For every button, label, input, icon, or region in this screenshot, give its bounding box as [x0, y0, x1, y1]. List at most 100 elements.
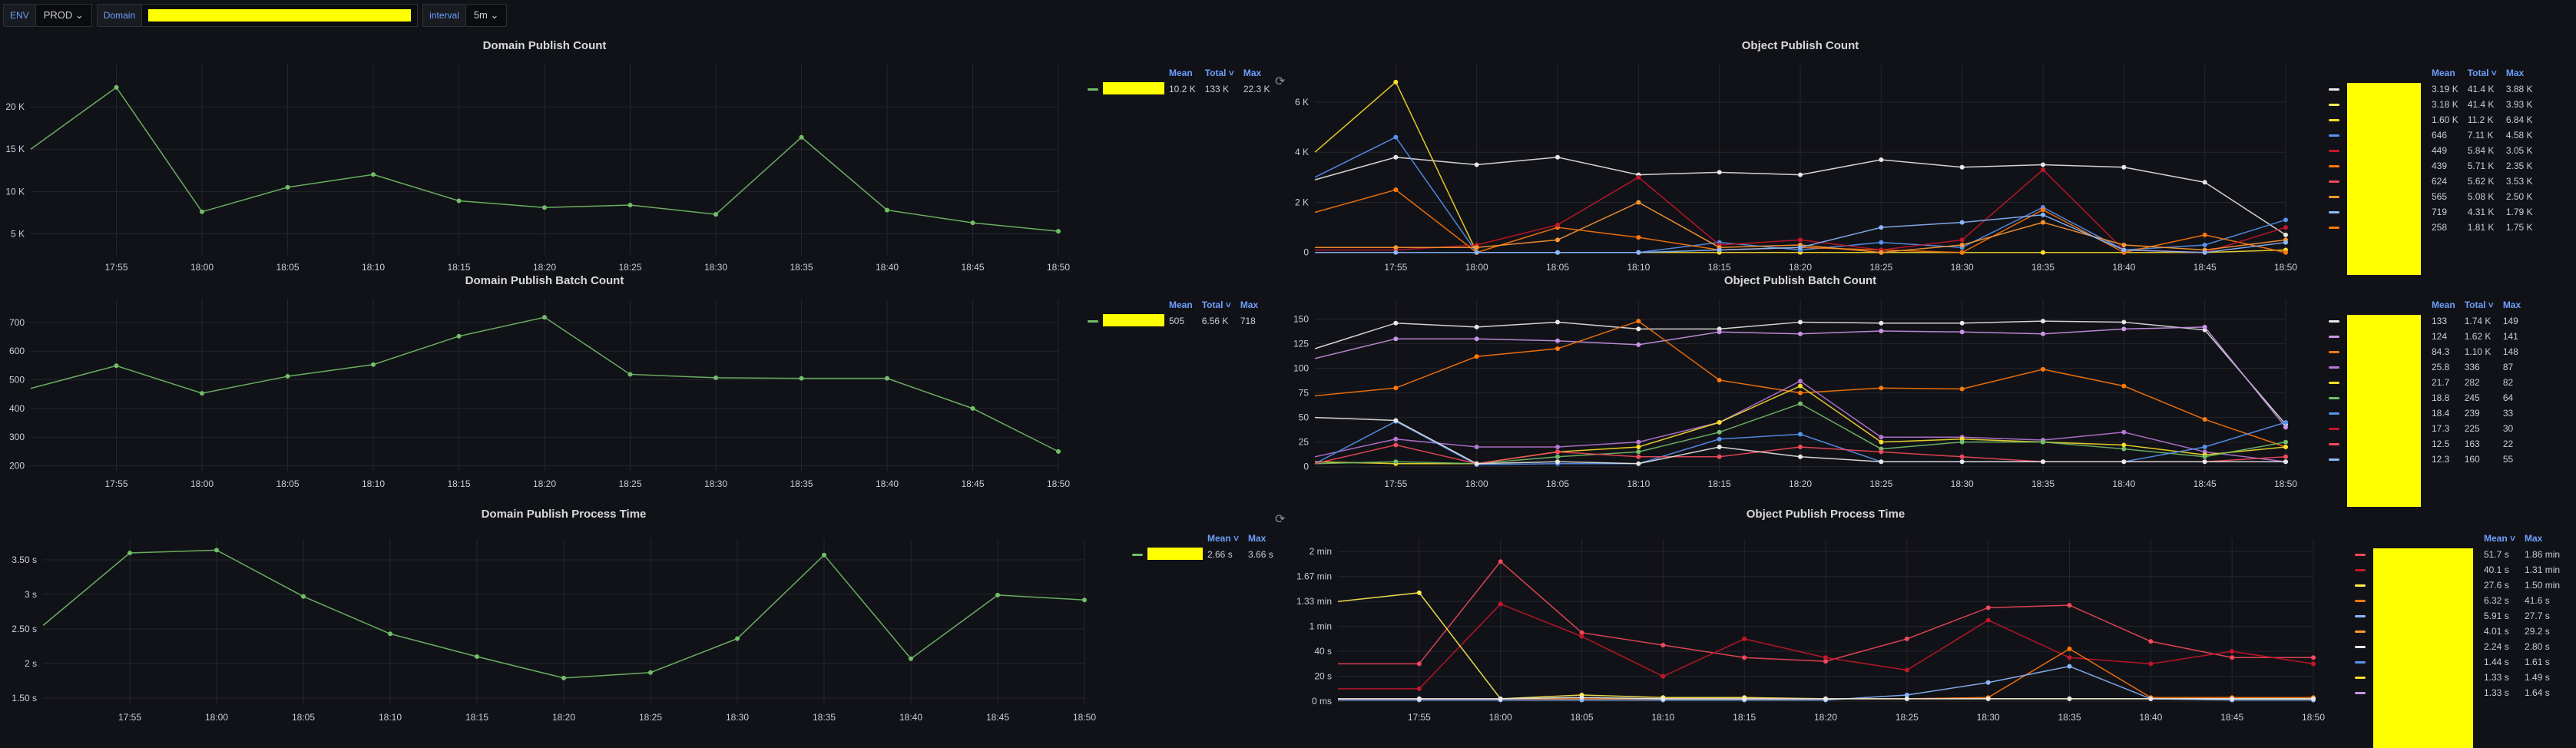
- legend-row[interactable]: 84.3 1.10 K 148: [2324, 344, 2525, 359]
- x-tick-label: 18:50: [1047, 478, 1070, 489]
- panel-title[interactable]: Domain Publish Count: [482, 39, 607, 52]
- legend-row[interactable]: 258 1.81 K 1.75 K: [2324, 220, 2538, 235]
- legend-header[interactable]: Mean: [2432, 68, 2455, 78]
- x-tick-label: 18:20: [1814, 712, 1837, 723]
- legend-row[interactable]: 4.01 s 29.2 s: [2350, 624, 2564, 639]
- legend-value: 133: [2432, 316, 2448, 326]
- x-tick-label: 18:05: [292, 712, 315, 723]
- data-point: [2121, 459, 2127, 465]
- legend-row[interactable]: 10.2 K 133 K 22.3 K: [1083, 81, 1275, 97]
- legend-header[interactable]: Total ˅: [1204, 68, 1234, 78]
- legend-row[interactable]: 1.44 s 1.61 s: [2350, 654, 2564, 670]
- x-tick-label: 18:10: [379, 712, 402, 723]
- legend-header[interactable]: Mean: [1169, 300, 1193, 310]
- legend-row[interactable]: 17.3 225 30: [2324, 421, 2525, 436]
- legend-header[interactable]: Max: [1248, 533, 1266, 544]
- y-tick-label: 600: [9, 346, 25, 356]
- legend-header[interactable]: Total ˅: [2467, 68, 2497, 78]
- legend-row[interactable]: 449 5.84 K 3.05 K: [2324, 143, 2538, 158]
- legend-row[interactable]: 439 5.71 K 2.35 K: [2324, 158, 2538, 174]
- series-color-swatch: [2329, 336, 2339, 339]
- y-tick-label: 300: [9, 432, 25, 442]
- legend-header[interactable]: Mean ˅: [2484, 533, 2516, 544]
- data-point: [1579, 634, 1584, 639]
- series-color-swatch: [2329, 180, 2339, 184]
- redacted-series-names: [2347, 315, 2421, 507]
- legend-row[interactable]: 2.66 s 3.66 s: [1127, 547, 1278, 562]
- interval-select[interactable]: 5m ⌄: [465, 4, 508, 27]
- data-point: [1056, 448, 1061, 454]
- legend-row[interactable]: 124 1.62 K 141: [2324, 329, 2525, 344]
- legend-header[interactable]: Max: [2525, 533, 2543, 544]
- legend-value: 141: [2502, 331, 2518, 342]
- legend-value: 84.3: [2432, 346, 2450, 357]
- legend-row[interactable]: 133 1.74 K 149: [2324, 313, 2525, 329]
- refresh-icon[interactable]: ⟳: [1275, 75, 1286, 88]
- panel-title[interactable]: Object Publish Batch Count: [1723, 274, 1877, 287]
- legend-header[interactable]: Mean: [1169, 68, 1193, 78]
- panel-title[interactable]: Object Publish Count: [1741, 39, 1859, 52]
- legend-row[interactable]: 3.19 K 41.4 K 3.88 K: [2324, 81, 2538, 97]
- x-tick-label: 18:35: [2031, 262, 2055, 273]
- domain-select[interactable]: [141, 4, 419, 27]
- legend-row[interactable]: 646 7.11 K 4.58 K: [2324, 127, 2538, 143]
- series-color-swatch: [2329, 428, 2339, 431]
- data-point: [2067, 655, 2072, 660]
- legend-row[interactable]: 21.7 282 82: [2324, 375, 2525, 390]
- legend-value: 449: [2432, 145, 2448, 156]
- legend-row[interactable]: 5.91 s 27.7 s: [2350, 608, 2564, 624]
- panel-title[interactable]: Object Publish Process Time: [1746, 508, 1906, 521]
- panel-title[interactable]: Domain Publish Batch Count: [465, 274, 624, 287]
- y-tick-label: 0: [1303, 462, 1309, 472]
- legend-header[interactable]: Mean ˅: [1207, 533, 1240, 544]
- data-point: [2121, 164, 2127, 170]
- legend-header[interactable]: Max: [1240, 300, 1259, 310]
- legend-row[interactable]: 2.24 s 2.80 s: [2350, 639, 2564, 654]
- y-tick-label: 0: [1303, 247, 1309, 258]
- x-tick-label: 18:40: [2112, 478, 2135, 489]
- data-point: [1636, 250, 1641, 255]
- legend-row[interactable]: 719 4.31 K 1.79 K: [2324, 204, 2538, 220]
- legend-row[interactable]: 12.5 163 22: [2324, 436, 2525, 452]
- legend-row[interactable]: 1.60 K 11.2 K 6.84 K: [2324, 112, 2538, 127]
- legend-row[interactable]: 1.33 s 1.64 s: [2350, 685, 2564, 700]
- legend-value: 245: [2464, 392, 2480, 403]
- x-tick-label: 18:05: [276, 262, 299, 273]
- legend-row[interactable]: 3.18 K 41.4 K 3.93 K: [2324, 97, 2538, 112]
- legend-row[interactable]: 25.8 336 87: [2324, 359, 2525, 375]
- legend-header[interactable]: Total ˅: [1201, 300, 1231, 310]
- legend-row[interactable]: 18.4 239 33: [2324, 405, 2525, 421]
- legend-header[interactable]: Total ˅: [2464, 300, 2494, 310]
- data-point: [1660, 696, 1666, 701]
- legend-row[interactable]: 27.6 s 1.50 min: [2350, 578, 2564, 593]
- y-tick-label: 25: [1299, 437, 1310, 448]
- series-color-swatch: [2329, 320, 2339, 323]
- legend: Mean Total ˅ Max 3.19 K 41.4 K 3.88 K 3.18 K 41…: [2324, 68, 2538, 275]
- data-point: [1742, 636, 1747, 641]
- legend-row[interactable]: 565 5.08 K 2.50 K: [2324, 189, 2538, 204]
- legend-row[interactable]: 12.3 160 55: [2324, 452, 2525, 467]
- legend-row[interactable]: 18.8 245 64: [2324, 390, 2525, 405]
- data-point: [1985, 605, 1991, 611]
- legend-row[interactable]: 51.7 s 1.86 min: [2350, 547, 2564, 562]
- legend-row[interactable]: 40.1 s 1.31 min: [2350, 562, 2564, 578]
- panel-title[interactable]: Domain Publish Process Time: [481, 508, 647, 521]
- data-point: [1636, 342, 1641, 347]
- legend-header[interactable]: Max: [2502, 300, 2521, 310]
- data-point: [1474, 245, 1479, 250]
- data-point: [1742, 696, 1747, 701]
- legend-row[interactable]: 6.32 s 41.6 s: [2350, 593, 2564, 608]
- data-point: [1959, 220, 1965, 225]
- data-point: [1579, 695, 1584, 700]
- legend-row[interactable]: 624 5.62 K 3.53 K: [2324, 174, 2538, 189]
- legend-value: 17.3: [2432, 423, 2450, 434]
- data-point: [2121, 383, 2127, 389]
- refresh-icon[interactable]: ⟳: [1275, 513, 1286, 526]
- data-point: [2041, 167, 2045, 173]
- legend-header[interactable]: Mean: [2432, 300, 2455, 310]
- env-select[interactable]: PROD ⌄: [35, 4, 92, 27]
- legend-header[interactable]: Max: [2505, 68, 2525, 78]
- legend-header[interactable]: Max: [1243, 68, 1262, 78]
- legend-row[interactable]: 1.33 s 1.49 s: [2350, 670, 2564, 685]
- legend-row[interactable]: 505 6.56 K 718: [1083, 313, 1263, 329]
